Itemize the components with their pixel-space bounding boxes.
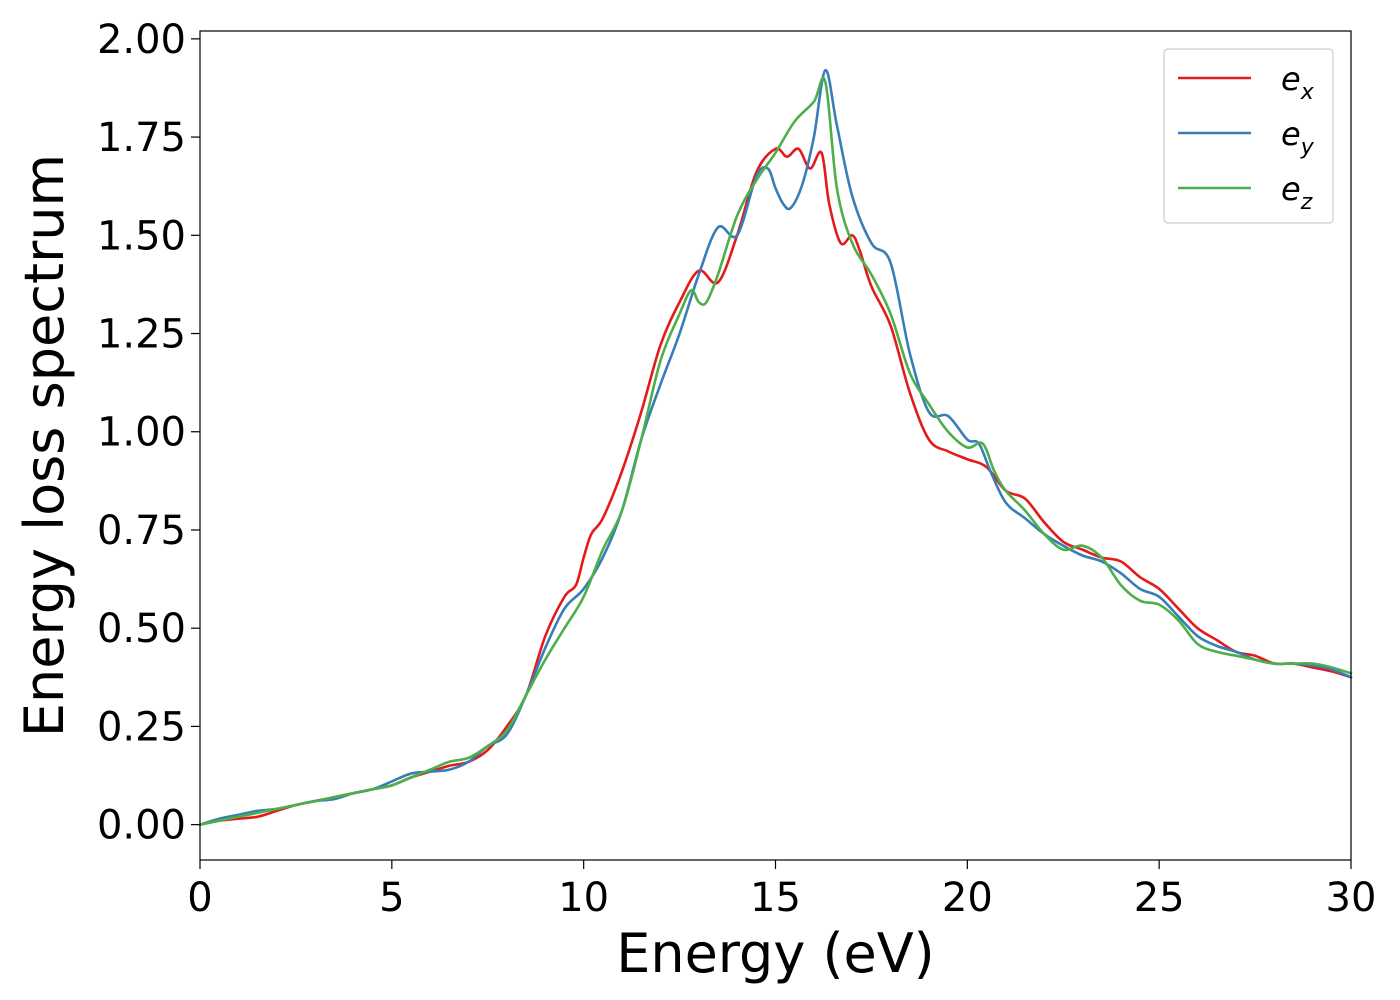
x-tick-label: 20 xyxy=(942,875,993,921)
x-tick-label: 10 xyxy=(558,875,609,921)
x-axis-title: Energy (eV) xyxy=(616,922,935,985)
legend: ex ey ez xyxy=(1163,48,1334,224)
x-tick-label: 0 xyxy=(187,875,212,921)
y-tick-label: 0.75 xyxy=(97,508,186,554)
y-tick-label: 0.00 xyxy=(97,803,186,849)
y-tick-label: 1.50 xyxy=(97,213,186,259)
x-tick-label: 15 xyxy=(750,875,801,921)
y-tick-label: 1.75 xyxy=(97,115,186,161)
x-tick-label: 5 xyxy=(379,875,404,921)
y-tick-label: 0.50 xyxy=(97,606,186,652)
y-tick-label: 2.00 xyxy=(97,17,186,63)
series-layer xyxy=(198,68,1353,826)
series-line-z xyxy=(198,76,1353,826)
y-tick-label: 1.25 xyxy=(97,312,186,358)
legend-label-y: ey xyxy=(1281,115,1315,160)
ticks-layer: 0 5 10 15 20 25 30 0.00 0.25 0.50 0.75 1.00 1.25 1.50… xyxy=(97,17,1377,921)
plot-frame xyxy=(199,30,1352,861)
y-axis-title: Energy loss spectrum xyxy=(13,154,76,737)
series-line-x xyxy=(198,147,1353,826)
series-line-y xyxy=(198,68,1353,826)
y-tick-label: 1.00 xyxy=(97,410,186,456)
legend-label-x: ex xyxy=(1281,60,1315,105)
x-tick-label: 25 xyxy=(1134,875,1185,921)
legend-label-z: ez xyxy=(1281,170,1313,215)
x-tick-label: 30 xyxy=(1326,875,1377,921)
y-tick-label: 0.25 xyxy=(97,704,186,750)
legend-box xyxy=(1163,48,1334,224)
